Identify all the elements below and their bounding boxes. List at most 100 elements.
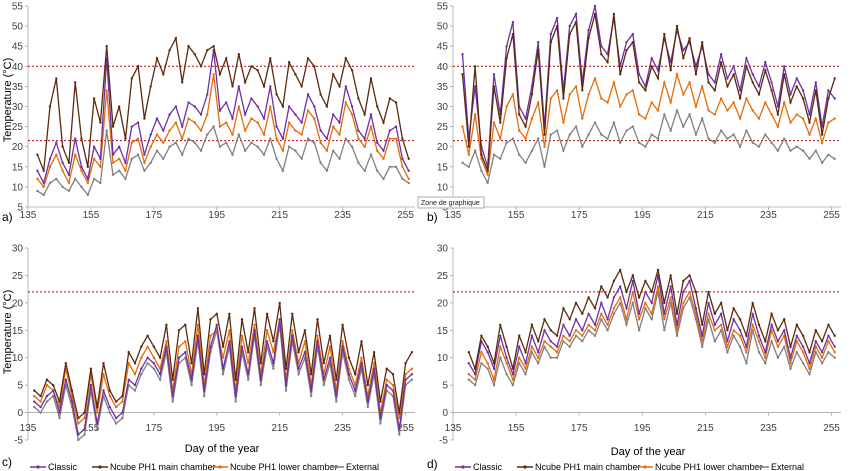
data-point bbox=[701, 117, 704, 120]
data-point bbox=[783, 101, 786, 104]
data-point bbox=[555, 16, 559, 20]
data-point bbox=[190, 378, 193, 381]
x-tick-label: 195 bbox=[634, 423, 651, 434]
data-point bbox=[231, 85, 234, 88]
data-point bbox=[42, 185, 45, 189]
data-point bbox=[801, 117, 805, 120]
data-point bbox=[732, 334, 735, 337]
data-point bbox=[492, 85, 496, 88]
data-point bbox=[350, 69, 354, 72]
data-point bbox=[187, 101, 190, 104]
data-point bbox=[99, 157, 102, 160]
data-point bbox=[99, 181, 102, 185]
data-point bbox=[562, 340, 565, 343]
data-point bbox=[593, 121, 597, 124]
data-point bbox=[606, 318, 609, 321]
data-point bbox=[61, 161, 64, 164]
data-point bbox=[581, 89, 584, 92]
data-point bbox=[738, 334, 742, 337]
x-tick-label: 235 bbox=[760, 423, 777, 434]
data-point bbox=[55, 141, 58, 144]
data-point bbox=[650, 301, 653, 305]
data-point bbox=[473, 373, 477, 376]
data-point bbox=[42, 169, 45, 172]
data-point bbox=[45, 383, 49, 387]
x-tick-label: 175 bbox=[571, 210, 588, 221]
data-point bbox=[275, 93, 278, 96]
chart-panel-2: 5101520253035404550551351551751952152352… bbox=[427, 2, 841, 224]
data-point bbox=[612, 279, 616, 283]
data-point bbox=[511, 137, 515, 140]
data-point bbox=[820, 161, 824, 164]
data-point bbox=[376, 105, 379, 108]
data-point bbox=[243, 129, 247, 132]
data-point bbox=[407, 177, 410, 181]
data-point bbox=[360, 356, 363, 359]
data-point bbox=[133, 389, 137, 392]
data-point bbox=[354, 394, 357, 398]
x-tick-label: 195 bbox=[208, 210, 225, 221]
data-point bbox=[313, 65, 316, 68]
data-point bbox=[64, 362, 68, 365]
y-tick-label: 30 bbox=[437, 244, 449, 255]
data-point bbox=[801, 334, 805, 337]
data-point bbox=[303, 351, 307, 354]
data-point bbox=[64, 378, 68, 381]
data-point bbox=[631, 41, 634, 44]
data-point bbox=[486, 169, 489, 172]
data-point bbox=[83, 433, 86, 436]
data-point bbox=[827, 97, 830, 100]
data-point bbox=[149, 145, 152, 148]
data-point bbox=[190, 383, 193, 387]
data-point bbox=[155, 57, 159, 60]
data-point bbox=[612, 121, 616, 124]
x-tick-label: 255 bbox=[823, 423, 840, 434]
data-point bbox=[726, 85, 729, 88]
data-point bbox=[272, 362, 275, 365]
legend-item: Ncube PH1 lower chamber bbox=[637, 462, 763, 471]
y-tick-label: 0 bbox=[17, 408, 23, 419]
data-point bbox=[751, 73, 754, 76]
data-point bbox=[770, 113, 773, 116]
data-point bbox=[701, 345, 704, 348]
data-point bbox=[140, 356, 143, 359]
data-point bbox=[612, 307, 616, 310]
data-point bbox=[199, 113, 203, 116]
data-point bbox=[574, 20, 578, 24]
data-point bbox=[36, 169, 39, 172]
legend-marker bbox=[461, 465, 465, 469]
data-point bbox=[146, 362, 149, 365]
data-point bbox=[382, 121, 385, 124]
data-point bbox=[568, 340, 571, 343]
data-point bbox=[663, 312, 666, 315]
data-point bbox=[212, 45, 215, 48]
data-point bbox=[719, 329, 723, 332]
data-point bbox=[52, 383, 55, 387]
x-axis-label: Day of the year bbox=[185, 443, 260, 455]
legend-item: Ncube PH1 main chamber bbox=[517, 462, 641, 471]
data-point bbox=[783, 65, 786, 68]
data-point bbox=[165, 323, 168, 326]
data-point bbox=[152, 362, 156, 365]
legend-marker bbox=[643, 465, 647, 469]
legend-item: Classic bbox=[30, 462, 78, 471]
data-point bbox=[808, 113, 811, 116]
data-point bbox=[281, 137, 285, 140]
data-point bbox=[738, 97, 742, 100]
data-point bbox=[398, 433, 401, 436]
data-point bbox=[827, 153, 830, 156]
x-tick-label: 175 bbox=[146, 423, 163, 434]
data-point bbox=[247, 351, 250, 354]
data-point bbox=[801, 89, 805, 92]
data-point bbox=[225, 57, 228, 60]
data-point bbox=[313, 141, 316, 144]
data-point bbox=[360, 340, 363, 343]
data-point bbox=[231, 153, 234, 156]
data-point bbox=[511, 367, 515, 370]
data-point bbox=[328, 334, 332, 337]
data-point bbox=[757, 323, 761, 326]
data-point bbox=[751, 323, 754, 326]
data-point bbox=[518, 153, 521, 156]
data-point bbox=[505, 345, 508, 348]
data-point bbox=[631, 279, 634, 283]
